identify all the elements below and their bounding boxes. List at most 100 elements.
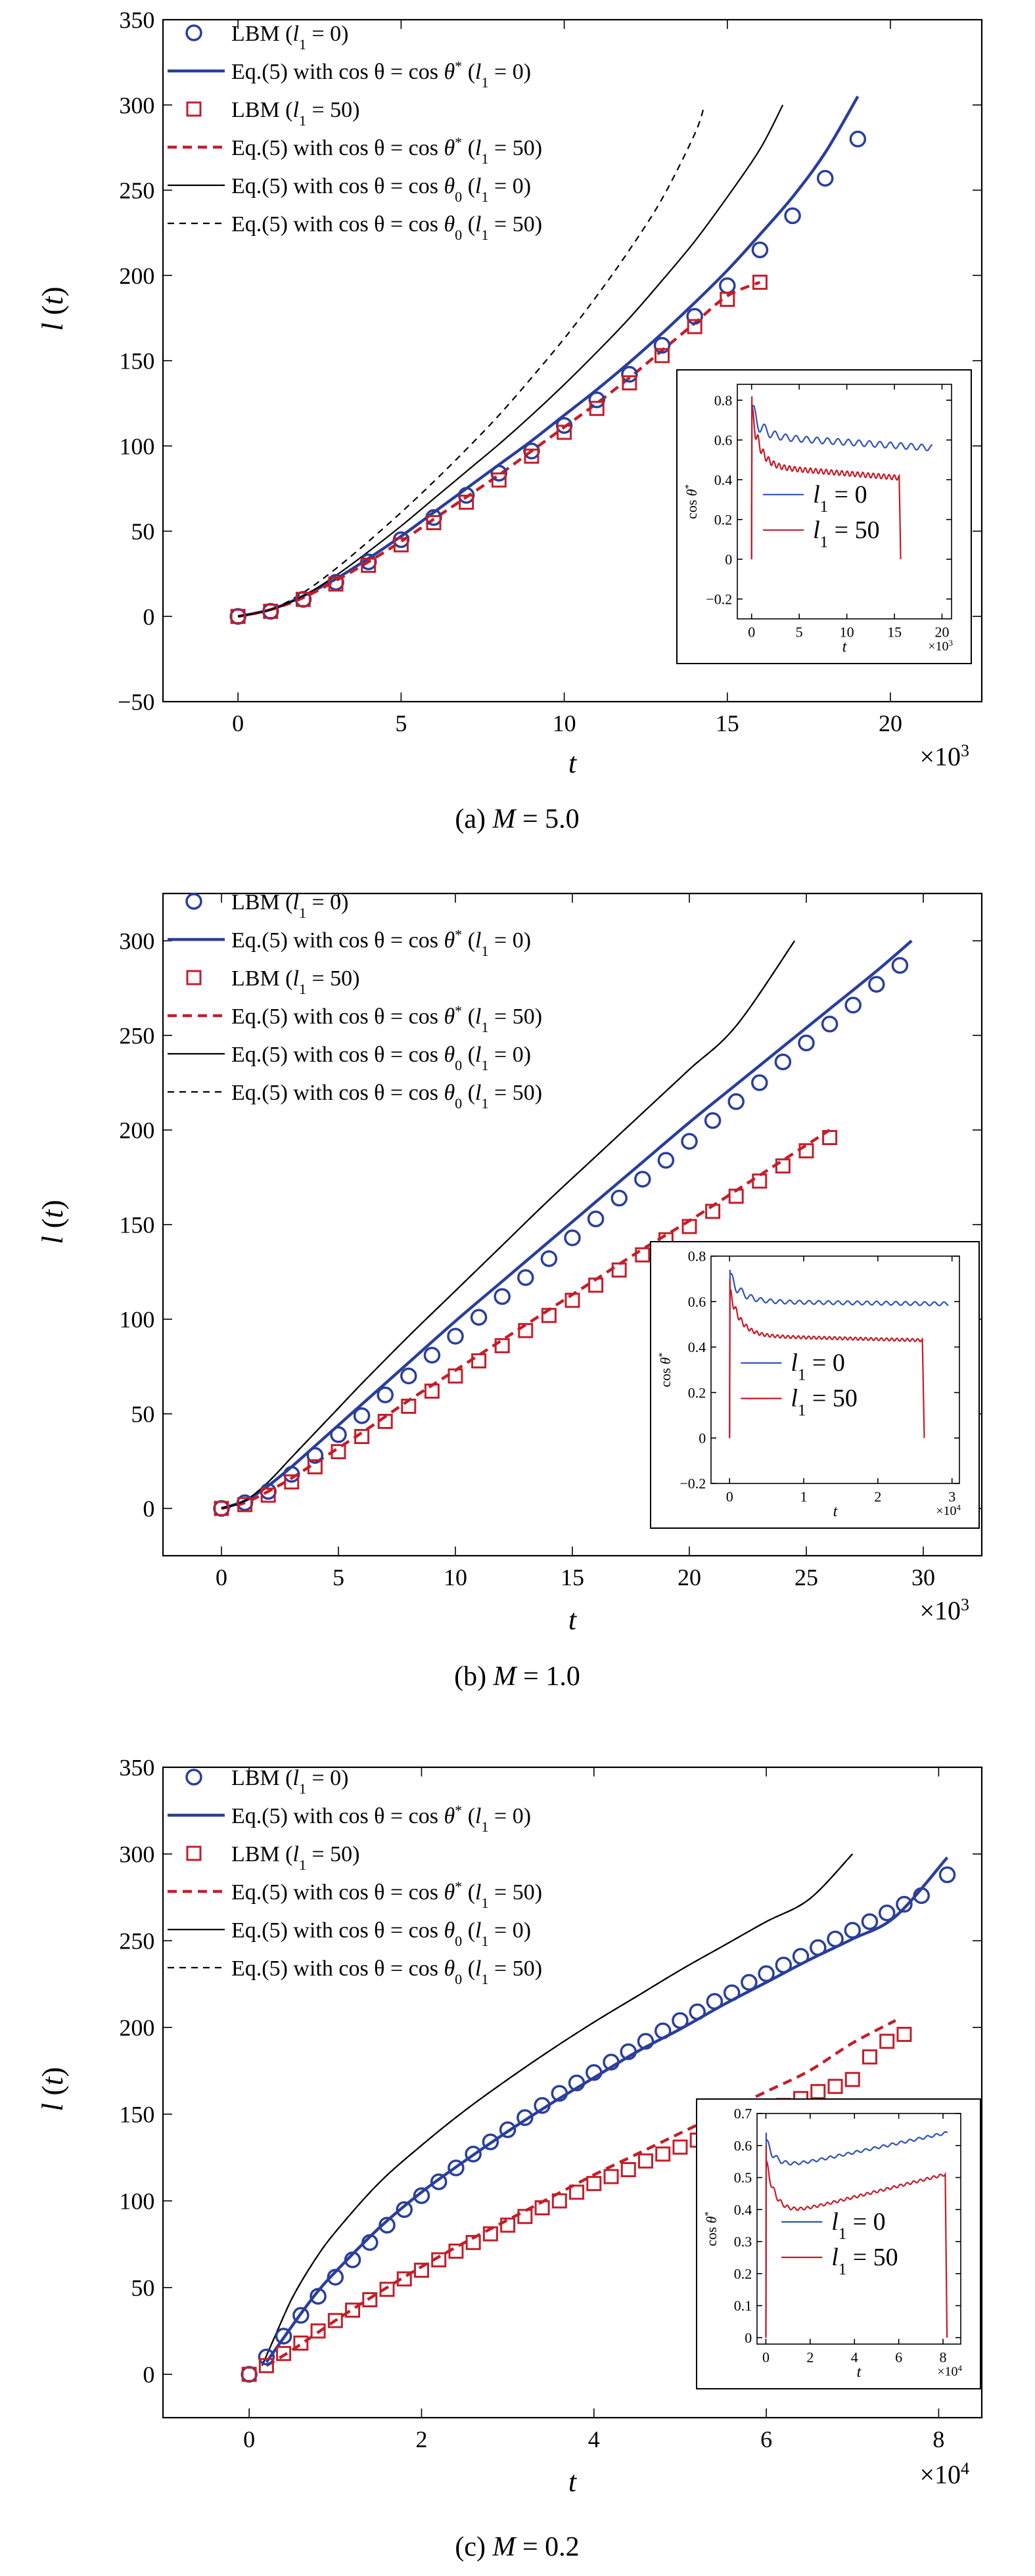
inset-legend-label: l1 = 0 bbox=[813, 481, 867, 516]
inset-ytick-label: −0.2 bbox=[679, 1476, 706, 1492]
data-point bbox=[327, 2313, 343, 2328]
axis-xtick-label: 10 bbox=[444, 1564, 467, 1591]
data-point bbox=[328, 576, 344, 592]
data-point bbox=[849, 130, 867, 148]
data-point bbox=[447, 1328, 464, 1345]
inset-xtick-label: 4 bbox=[851, 2349, 858, 2366]
y-axis-label-text: l (t) bbox=[35, 1200, 69, 1244]
data-point bbox=[621, 366, 638, 383]
data-point bbox=[720, 292, 735, 307]
data-point bbox=[657, 1152, 675, 1169]
axis-ytick-label: 150 bbox=[119, 2102, 154, 2128]
data-point bbox=[557, 424, 572, 440]
data-point bbox=[361, 557, 377, 573]
data-point bbox=[634, 1171, 651, 1188]
axis-ytick-label: 250 bbox=[119, 1023, 154, 1049]
inset-ytick-label: 0.8 bbox=[688, 1248, 706, 1265]
data-point bbox=[517, 2109, 534, 2127]
data-point bbox=[186, 101, 202, 117]
data-point bbox=[448, 2159, 465, 2177]
inset-xtick-label: 10 bbox=[840, 624, 854, 641]
legend-label: LBM (l1 = 50) bbox=[231, 1842, 360, 1873]
axis-ytick-label: −50 bbox=[118, 689, 154, 715]
data-point bbox=[331, 1444, 346, 1460]
series-line bbox=[261, 1853, 854, 2366]
data-point bbox=[426, 515, 442, 531]
data-point bbox=[393, 537, 409, 553]
data-point bbox=[938, 1866, 956, 1884]
inset-xlabel: t bbox=[857, 2364, 862, 2381]
data-point bbox=[655, 2146, 671, 2162]
data-point bbox=[237, 1497, 253, 1512]
series-markers bbox=[230, 275, 768, 624]
data-point bbox=[400, 1367, 417, 1385]
data-point bbox=[635, 1247, 651, 1263]
axis-ytick-label: 100 bbox=[119, 2188, 154, 2215]
inset-legend-label: l1 = 50 bbox=[813, 516, 880, 551]
inset-ytick-label: 0.7 bbox=[734, 2106, 752, 2122]
data-point bbox=[307, 1459, 323, 1475]
inset-ytick-label: 0 bbox=[699, 1430, 706, 1447]
axis-ytick-label: 350 bbox=[119, 7, 154, 34]
data-point bbox=[568, 2074, 586, 2092]
inset-ylabel: cos θ* bbox=[657, 1352, 674, 1387]
legend-label: Eq.(5) with cos θ = cos θ* (l1 = 50) bbox=[231, 1003, 542, 1035]
data-point bbox=[465, 2145, 482, 2163]
data-point bbox=[377, 1386, 394, 1403]
inset-ytick-label: 0.2 bbox=[688, 1384, 706, 1401]
series-line bbox=[265, 2019, 896, 2367]
inset-ytick-label: −0.2 bbox=[706, 591, 732, 607]
inset-xtick-label: 2 bbox=[874, 1489, 881, 1505]
data-point bbox=[517, 2209, 533, 2225]
axis-ytick-label: 200 bbox=[119, 1118, 154, 1144]
data-point bbox=[705, 1204, 721, 1219]
data-point bbox=[551, 2193, 567, 2209]
data-point bbox=[293, 2335, 309, 2351]
data-point bbox=[551, 2085, 568, 2102]
axis-xtick-label: 6 bbox=[760, 2426, 772, 2452]
data-point bbox=[774, 1053, 792, 1071]
data-point bbox=[868, 976, 885, 993]
data-point bbox=[431, 2252, 447, 2268]
data-point bbox=[482, 2133, 499, 2150]
axis-xtick-label: 5 bbox=[333, 1564, 344, 1591]
data-point bbox=[260, 1487, 276, 1503]
axis-ytick-label: 100 bbox=[119, 433, 154, 459]
inset-series-line bbox=[765, 2145, 948, 2338]
axis-ytick-label: 0 bbox=[143, 2362, 154, 2388]
series-line bbox=[221, 940, 796, 1510]
data-point bbox=[681, 1133, 698, 1150]
data-point bbox=[284, 1474, 300, 1490]
data-point bbox=[283, 1466, 300, 1483]
inset-series-line bbox=[750, 404, 933, 560]
data-point bbox=[810, 2084, 826, 2100]
inset-ylabel-text: cos θ* bbox=[683, 484, 700, 519]
inset-ylabel: cos θ* bbox=[703, 2211, 720, 2246]
data-point bbox=[258, 2348, 275, 2366]
data-point bbox=[620, 2161, 636, 2177]
data-point bbox=[494, 1288, 511, 1305]
legend-label: Eq.(5) with cos θ = cos θ* (l1 = 50) bbox=[231, 1878, 542, 1911]
inset-series-line bbox=[750, 396, 902, 560]
axis-ytick-label: 150 bbox=[119, 348, 154, 374]
inset-ytick-label: 0.6 bbox=[714, 432, 733, 448]
legend: LBM (l1 = 0) Eq.(5) with cos θ = cos θ* (… bbox=[168, 890, 542, 1112]
data-point bbox=[500, 2217, 516, 2233]
inset-x-multiplier: ×104 bbox=[936, 1503, 961, 1519]
data-point bbox=[470, 1309, 488, 1326]
data-point bbox=[741, 1974, 758, 1991]
inset-ytick-label: 0.4 bbox=[734, 2202, 752, 2218]
inset-xtick-label: 3 bbox=[948, 1489, 955, 1505]
series-line bbox=[265, 1856, 949, 2363]
inset-xlabel: t bbox=[842, 639, 848, 656]
data-point bbox=[654, 2022, 672, 2040]
data-point bbox=[821, 1015, 839, 1033]
data-point bbox=[517, 1269, 534, 1286]
data-point bbox=[534, 2200, 550, 2216]
data-point bbox=[861, 1913, 879, 1930]
x-axis-label: t bbox=[568, 747, 578, 779]
legend-label: Eq.(5) with cos θ = cos θ* (l1 = 0) bbox=[231, 58, 531, 91]
inset-xtick-label: 2 bbox=[806, 2349, 814, 2366]
data-point bbox=[295, 591, 311, 607]
